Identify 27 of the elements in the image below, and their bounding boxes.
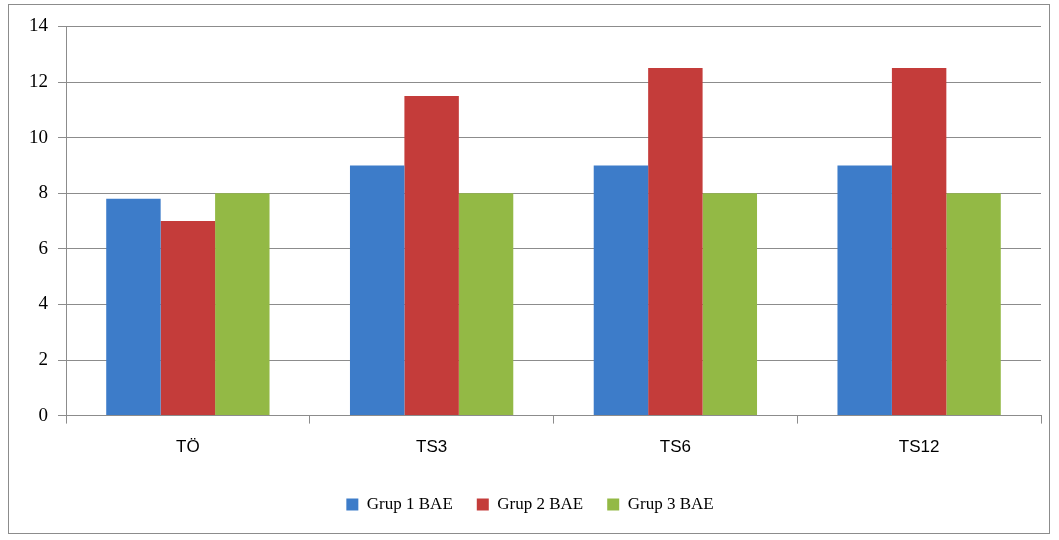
- y-tick-label: 2: [38, 347, 48, 369]
- bar: [946, 193, 1001, 416]
- legend-label: Grup 1 BAE: [366, 493, 453, 513]
- y-tick-label: 4: [38, 292, 49, 314]
- y-tick-label: 14: [29, 14, 49, 36]
- bar: [106, 198, 161, 416]
- bar: [160, 221, 216, 416]
- bar: [648, 68, 703, 416]
- y-tick-label: 10: [29, 125, 48, 147]
- legend-label: Grup 3 BAE: [627, 493, 714, 513]
- legend-label: Grup 2 BAE: [497, 493, 584, 513]
- bar: [593, 165, 649, 416]
- y-tick-label: 8: [38, 181, 48, 203]
- x-tick-label: TS6: [659, 437, 691, 457]
- y-tick-label: 6: [38, 236, 48, 258]
- bar: [404, 95, 459, 416]
- x-tick-label: TS3: [416, 437, 448, 457]
- bar: [891, 68, 947, 416]
- x-tick-label: TÖ: [176, 437, 200, 457]
- x-tick-label: TS12: [898, 437, 940, 457]
- bar: [458, 193, 514, 416]
- bar: [215, 193, 270, 416]
- y-tick-label: 12: [29, 69, 48, 91]
- bar: [702, 193, 758, 416]
- y-tick-label: 0: [38, 403, 48, 425]
- bar: [837, 165, 892, 416]
- bar: [349, 165, 405, 416]
